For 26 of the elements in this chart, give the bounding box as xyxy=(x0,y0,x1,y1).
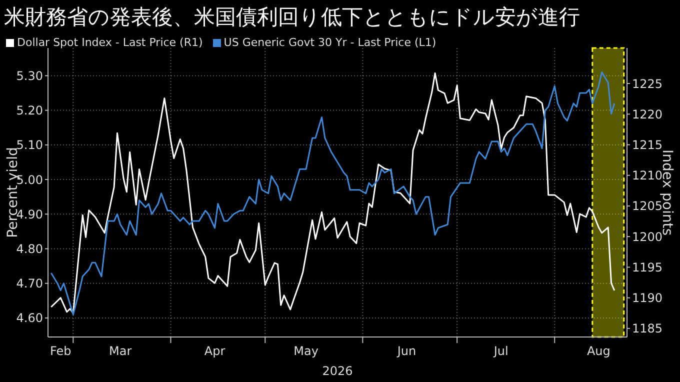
y-tick-label: 4.80 xyxy=(16,242,43,256)
y-tick-label: 4.90 xyxy=(16,207,43,222)
y2-tick-label: 1220 xyxy=(632,107,663,122)
y-tick-label: 4.60 xyxy=(16,311,43,326)
y-tick-label: 5.20 xyxy=(16,104,43,118)
y2-tick-label: 1195 xyxy=(632,260,663,274)
y2-tick-label: 1215 xyxy=(632,138,663,152)
legend-label: US Generic Govt 30 Yr - Last Price (L1) xyxy=(224,36,436,49)
chart-title: 米財務省の発表後、米国債利回り低下とともにドル安が進行 xyxy=(4,4,580,31)
x-tick-label: Feb xyxy=(50,344,72,358)
legend-label: Dollar Spot Index - Last Price (R1) xyxy=(17,36,203,49)
x-tick-label: Mar xyxy=(109,344,132,358)
y2-tick-label: 1205 xyxy=(632,199,663,214)
y-tick-label: 5.30 xyxy=(16,68,43,83)
x-tick-label: Jul xyxy=(492,344,508,358)
x-tick-label: Apr xyxy=(204,344,226,358)
x-tick-label: Jun xyxy=(396,344,416,358)
y2-tick-label: 1185 xyxy=(632,322,663,336)
x-axis-title: 2026 xyxy=(322,364,353,378)
x-tick-label: May xyxy=(294,344,318,358)
x-tick-label: Aug xyxy=(586,344,610,358)
y-tick-label: 5.10 xyxy=(16,138,43,152)
y-tick-label: 4.70 xyxy=(16,276,43,291)
y2-tick-label: 1200 xyxy=(632,230,663,244)
y2-tick-label: 1225 xyxy=(632,76,663,91)
y2-tick-label: 1190 xyxy=(632,291,663,306)
